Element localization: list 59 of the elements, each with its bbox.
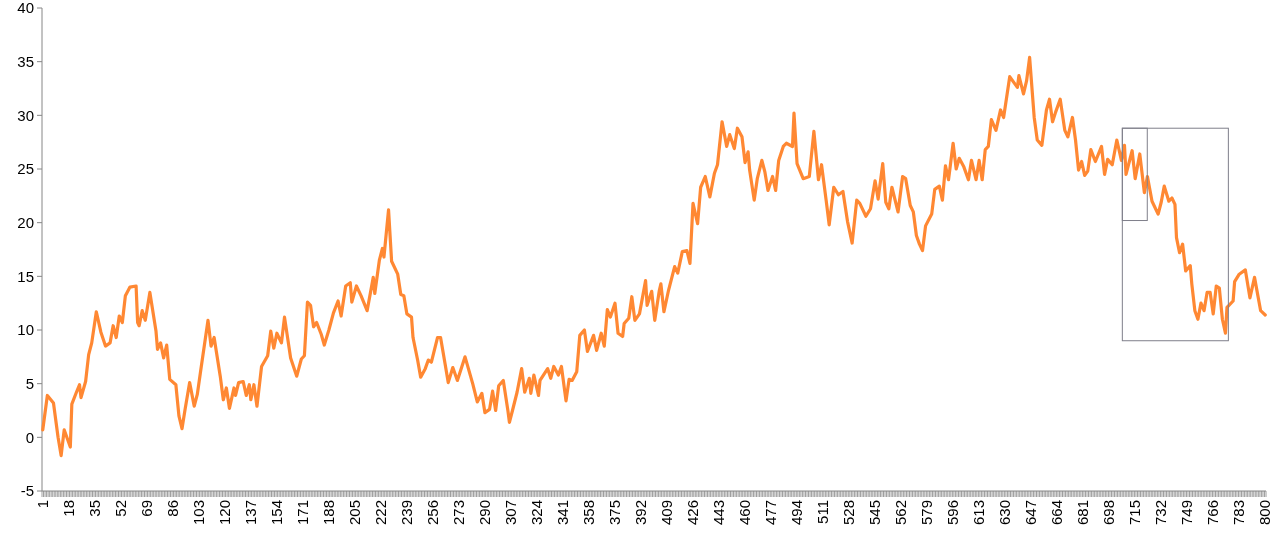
- x-tick-label: 698: [1100, 500, 1118, 526]
- x-tick-label: 358: [580, 500, 598, 526]
- x-tick-label: 86: [164, 500, 182, 517]
- x-tick-label: 137: [242, 500, 260, 526]
- x-tick-label: 494: [788, 500, 806, 526]
- y-tick-label: 30: [17, 106, 34, 124]
- x-tick-label: 375: [606, 500, 624, 526]
- y-tick-label: -5: [20, 482, 34, 500]
- x-tick-label: 613: [970, 500, 988, 526]
- x-tick-label: 392: [632, 500, 650, 526]
- y-tick-label: 40: [17, 0, 34, 17]
- y-tick-label: 20: [17, 213, 34, 231]
- x-tick-label: 154: [268, 500, 286, 526]
- x-tick-label: 630: [996, 500, 1014, 526]
- x-tick-label: 460: [736, 500, 754, 526]
- x-tick-label: 1: [34, 500, 52, 509]
- y-tick-label: 0: [25, 428, 34, 446]
- x-tick-label: 596: [944, 500, 962, 526]
- y-tick-label: 35: [17, 52, 34, 70]
- x-tick-label: 120: [216, 500, 234, 526]
- x-tick-label: 426: [684, 500, 702, 526]
- x-tick-label: 69: [138, 500, 156, 517]
- x-tick-label: 715: [1126, 500, 1144, 526]
- x-tick-label: 681: [1074, 500, 1092, 526]
- x-tick-label: 171: [294, 500, 312, 526]
- x-tick-label: 307: [502, 500, 520, 526]
- x-tick-label: 256: [424, 500, 442, 526]
- x-tick-label: 18: [60, 500, 78, 517]
- y-tick-label: 25: [17, 160, 34, 178]
- x-tick-label: 35: [86, 500, 104, 517]
- y-tick-label: 15: [17, 267, 34, 285]
- x-tick-label: 273: [450, 500, 468, 526]
- x-tick-label: 239: [398, 500, 416, 526]
- x-tick-label: 647: [1022, 500, 1040, 526]
- x-tick-label: 511: [814, 500, 832, 524]
- x-tick-label: 749: [1178, 500, 1196, 526]
- x-tick-label: 528: [840, 500, 858, 526]
- x-tick-label: 562: [892, 500, 910, 526]
- x-tick-label: 800: [1256, 500, 1271, 526]
- x-tick-label: 205: [346, 500, 364, 526]
- x-tick-label: 477: [762, 500, 780, 526]
- x-tick-label: 341: [554, 500, 572, 526]
- x-tick-label: 324: [528, 500, 546, 526]
- x-tick-label: 545: [866, 500, 884, 526]
- x-tick-label: 222: [372, 500, 390, 526]
- x-tick-label: 443: [710, 500, 728, 526]
- y-tick-label: 10: [17, 321, 34, 339]
- x-tick-label: 732: [1152, 500, 1170, 526]
- x-tick-label: 579: [918, 500, 936, 526]
- x-tick-label: 103: [190, 500, 208, 526]
- x-tick-label: 783: [1230, 500, 1248, 526]
- x-tick-label: 290: [476, 500, 494, 526]
- line-series: [41, 55, 1267, 458]
- x-tick-label: 409: [658, 500, 676, 526]
- y-tick-label: 5: [25, 374, 34, 392]
- x-tick-label: 664: [1048, 500, 1066, 526]
- x-tick-label: 188: [320, 500, 338, 526]
- x-tick-label: 766: [1204, 500, 1222, 526]
- x-tick-label: 52: [112, 500, 130, 517]
